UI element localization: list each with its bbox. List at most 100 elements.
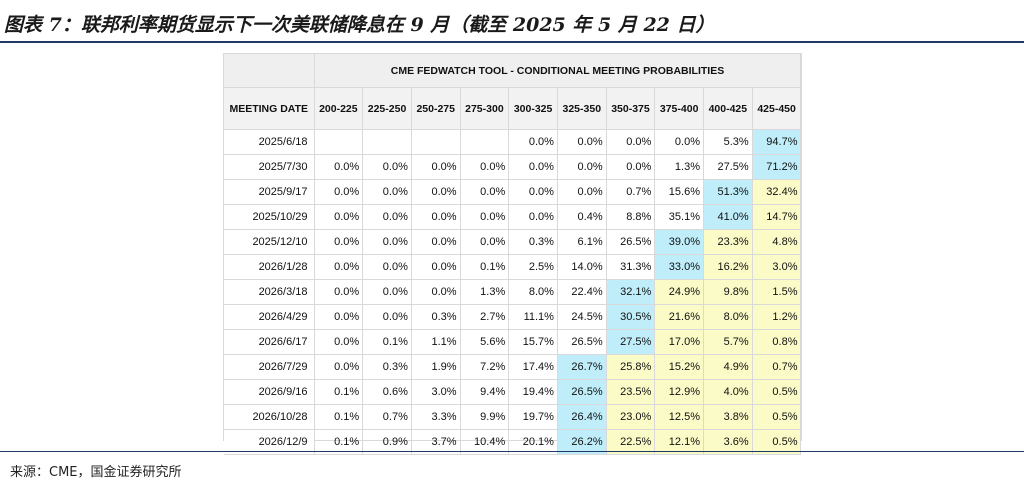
probability-cell: 5.3% — [703, 129, 753, 155]
column-header: 275-300 — [460, 87, 510, 130]
probability-cell: 0.0% — [362, 179, 412, 205]
probability-cell: 14.7% — [752, 204, 802, 230]
probability-cell: 10.4% — [460, 429, 510, 455]
probability-cell: 0.0% — [411, 154, 461, 180]
probability-cell: 0.7% — [752, 354, 802, 380]
table-row: 2026/7/29 0.0% 0.3% 1.9% 7.2% 17.4% 26.7% 25.8%… — [224, 354, 802, 380]
super-header-row: CME FEDWATCH TOOL - CONDITIONAL MEETING … — [224, 54, 802, 88]
probability-cell: 31.3% — [606, 254, 656, 280]
probability-cell: 0.0% — [460, 204, 510, 230]
probability-cell: 3.8% — [703, 404, 753, 430]
probability-cell: 4.0% — [703, 379, 753, 405]
table-row: 2025/9/17 0.0% 0.0% 0.0% 0.0% 0.0% 0.0% 0.7% 15.… — [224, 179, 802, 205]
probability-cell: 0.0% — [362, 304, 412, 330]
probability-cell: 20.1% — [508, 429, 558, 455]
probability-cell: 23.0% — [606, 404, 656, 430]
probability-cell: 5.7% — [703, 329, 753, 355]
fedwatch-table-container: CME FEDWATCH TOOL - CONDITIONAL MEETING … — [223, 53, 802, 455]
probability-cell: 14.0% — [557, 254, 607, 280]
probability-cell: 0.0% — [411, 179, 461, 205]
probability-cell: 41.0% — [703, 204, 753, 230]
probability-cell: 0.1% — [314, 429, 364, 455]
meeting-date-cell: 2026/6/17 — [224, 329, 315, 355]
probability-cell: 23.3% — [703, 229, 753, 255]
probability-cell: 0.0% — [606, 129, 656, 155]
probability-cell: 27.5% — [703, 154, 753, 180]
probability-cell: 0.0% — [362, 204, 412, 230]
probability-cell: 3.0% — [411, 379, 461, 405]
probability-cell: 1.3% — [654, 154, 704, 180]
meeting-date-cell: 2026/12/9 — [224, 429, 315, 455]
probability-cell: 0.3% — [362, 354, 412, 380]
probability-cell: 4.9% — [703, 354, 753, 380]
meeting-date-cell: 2026/10/28 — [224, 404, 315, 430]
probability-cell: 0.0% — [508, 204, 558, 230]
probability-cell: 27.5% — [606, 329, 656, 355]
probability-cell: 51.3% — [703, 179, 753, 205]
probability-cell: 0.8% — [752, 329, 802, 355]
probability-cell: 39.0% — [654, 229, 704, 255]
probability-cell — [314, 129, 364, 155]
probability-cell: 0.3% — [411, 304, 461, 330]
probability-cell: 19.7% — [508, 404, 558, 430]
probability-cell: 0.0% — [314, 154, 364, 180]
probability-cell: 3.7% — [411, 429, 461, 455]
probability-cell: 9.8% — [703, 279, 753, 305]
probability-cell: 15.2% — [654, 354, 704, 380]
table-row: 2025/12/10 0.0% 0.0% 0.0% 0.0% 0.3% 6.1% 26.5% 3… — [224, 229, 802, 255]
column-header: 225-250 — [362, 87, 412, 130]
probability-cell: 8.0% — [508, 279, 558, 305]
source-note: 来源：CME，国金证券研究所 — [10, 465, 182, 480]
probability-cell: 2.7% — [460, 304, 510, 330]
probability-cell: 0.0% — [362, 254, 412, 280]
super-header: CME FEDWATCH TOOL - CONDITIONAL MEETING … — [314, 54, 802, 88]
corner-cell — [224, 54, 315, 88]
table-row: 2026/4/29 0.0% 0.0% 0.3% 2.7% 11.1% 24.5% 30.5%… — [224, 304, 802, 330]
probability-cell: 71.2% — [752, 154, 802, 180]
probability-cell: 0.9% — [362, 429, 412, 455]
fedwatch-probability-table: CME FEDWATCH TOOL - CONDITIONAL MEETING … — [224, 54, 802, 455]
probability-cell — [362, 129, 412, 155]
probability-cell: 32.1% — [606, 279, 656, 305]
probability-cell — [411, 129, 461, 155]
probability-cell: 26.7% — [557, 354, 607, 380]
meeting-date-cell: 2026/4/29 — [224, 304, 315, 330]
probability-cell: 26.2% — [557, 429, 607, 455]
column-header: 425-450 — [752, 87, 802, 130]
probability-cell: 0.1% — [314, 404, 364, 430]
probability-cell: 12.5% — [654, 404, 704, 430]
column-header: 400-425 — [703, 87, 753, 130]
probability-cell: 3.0% — [752, 254, 802, 280]
probability-cell: 0.0% — [411, 229, 461, 255]
probability-cell: 0.1% — [460, 254, 510, 280]
probability-cell: 0.0% — [314, 179, 364, 205]
column-header: 250-275 — [411, 87, 461, 130]
probability-cell: 0.0% — [557, 154, 607, 180]
meeting-date-cell: 2025/6/18 — [224, 129, 315, 155]
column-header-row: MEETING DATE 200-225 225-250 250-275 275… — [224, 87, 802, 130]
table-row: 2026/12/9 0.1% 0.9% 3.7% 10.4% 20.1% 26.2% 22.5… — [224, 429, 802, 455]
probability-cell: 1.1% — [411, 329, 461, 355]
table-row: 2026/9/16 0.1% 0.6% 3.0% 9.4% 19.4% 26.5% 23.5%… — [224, 379, 802, 405]
probability-cell: 15.7% — [508, 329, 558, 355]
table-body: 2025/6/18 0.0% 0.0% 0.0% 0.0% 5.3% 94.7% 2025/7… — [224, 129, 802, 455]
probability-cell: 8.0% — [703, 304, 753, 330]
probability-cell: 0.7% — [606, 179, 656, 205]
probability-cell: 0.0% — [362, 154, 412, 180]
probability-cell: 24.5% — [557, 304, 607, 330]
footer-rule — [0, 451, 1024, 452]
probability-cell: 0.7% — [362, 404, 412, 430]
probability-cell: 1.5% — [752, 279, 802, 305]
probability-cell: 2.5% — [508, 254, 558, 280]
title-rule — [0, 41, 1024, 43]
probability-cell: 32.4% — [752, 179, 802, 205]
figure-title: 图表 7：联邦利率期货显示下一次美联储降息在 9 月（截至 2025 年 5 月… — [4, 14, 715, 36]
probability-cell: 30.5% — [606, 304, 656, 330]
probability-cell: 0.0% — [362, 229, 412, 255]
probability-cell: 0.0% — [557, 179, 607, 205]
probability-cell: 0.0% — [314, 354, 364, 380]
probability-cell: 0.0% — [411, 279, 461, 305]
meeting-date-cell: 2025/9/17 — [224, 179, 315, 205]
meeting-date-cell: 2026/7/29 — [224, 354, 315, 380]
probability-cell: 0.0% — [314, 329, 364, 355]
